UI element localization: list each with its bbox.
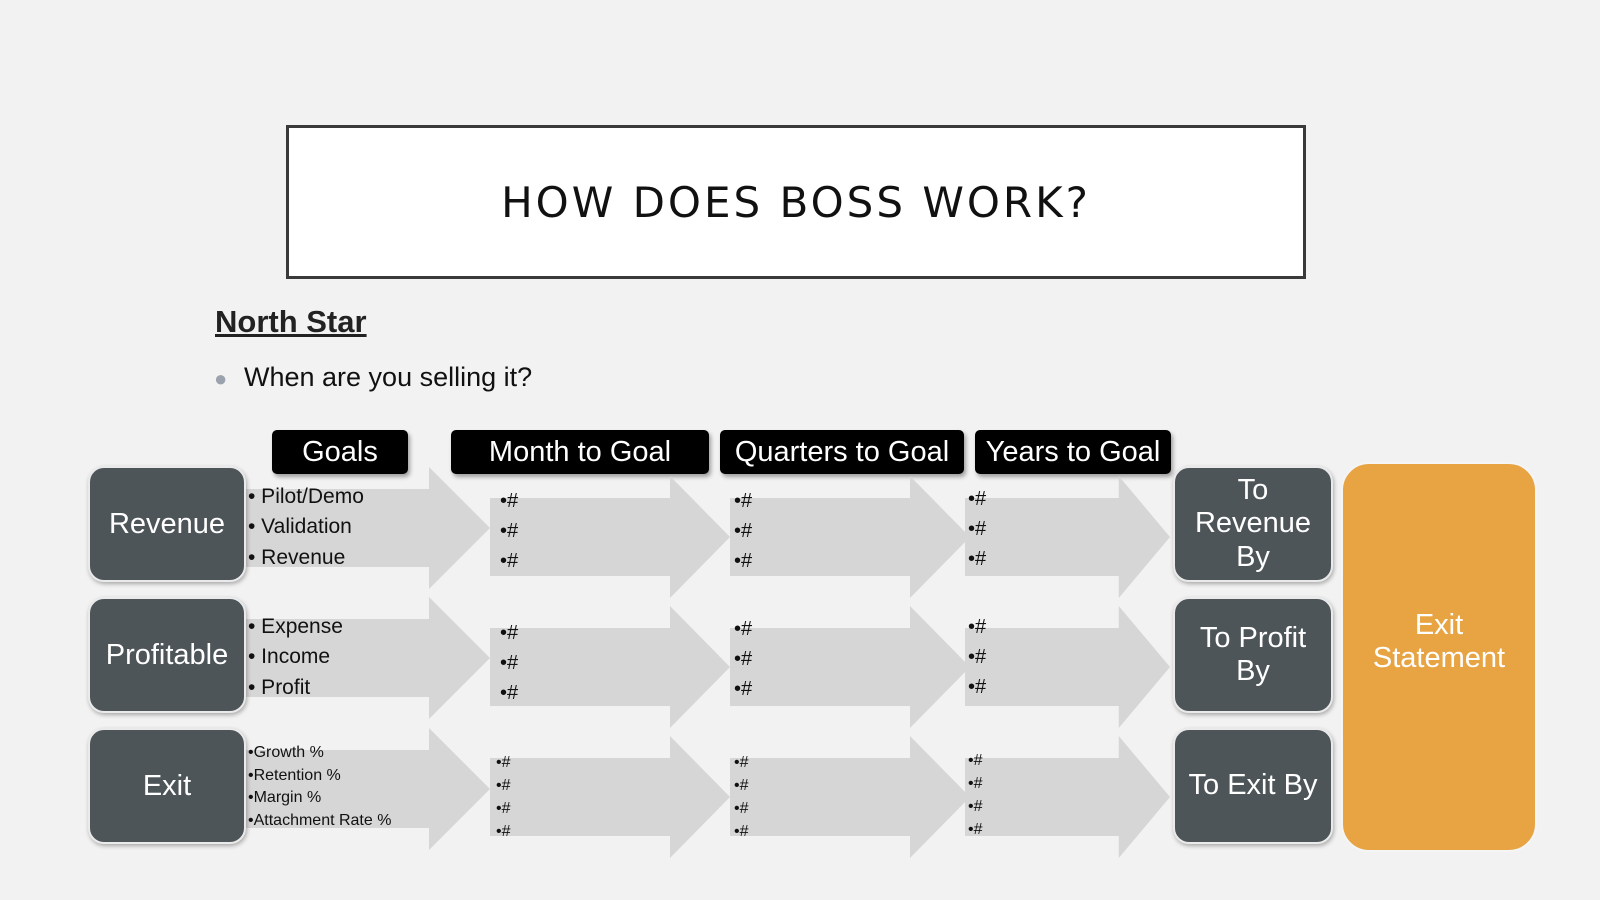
- row-label-revenue: Revenue: [88, 466, 246, 582]
- month-values-revenue: •# •# •#: [500, 490, 518, 580]
- placeholder-value: •#: [968, 646, 987, 668]
- goal-list-revenue: • Pilot/Demo • Validation • Revenue: [248, 482, 364, 573]
- row-label-profitable: Profitable: [88, 597, 246, 713]
- goal-item: • Income: [248, 645, 331, 669]
- year-values-exit: •# •# •# •#: [968, 752, 983, 844]
- placeholder-value: •#: [968, 676, 987, 698]
- placeholder-value: •#: [968, 548, 987, 570]
- month-values-profitable: •# •# •#: [500, 622, 518, 712]
- placeholder-value: •#: [500, 622, 519, 644]
- placeholder-value: •#: [500, 520, 519, 542]
- placeholder-value: •#: [968, 518, 987, 540]
- placeholder-value: •#: [734, 754, 749, 771]
- exit-statement-label: Exit Statement: [1372, 608, 1506, 674]
- end-label-exit: To Exit By: [1173, 728, 1333, 844]
- placeholder-value: •#: [500, 682, 519, 704]
- arrow-profitable-quarters: [730, 606, 970, 728]
- placeholder-value: •#: [968, 821, 983, 838]
- goal-item: •Attachment Rate %: [248, 812, 392, 830]
- placeholder-value: •#: [968, 798, 983, 815]
- header-quarters-to-goal: Quarters to Goal: [720, 430, 964, 474]
- placeholder-value: •#: [734, 520, 753, 542]
- month-values-exit: •# •# •# •#: [496, 754, 511, 846]
- arrow-profitable-month: [490, 606, 730, 728]
- end-label-profitable: To Profit By: [1173, 597, 1333, 713]
- goal-item: • Profit: [248, 675, 311, 699]
- placeholder-value: •#: [734, 618, 753, 640]
- arrow-revenue-years: [965, 476, 1170, 598]
- goal-item: • Revenue: [248, 545, 346, 569]
- goal-list-profitable: • Expense • Income • Profit: [248, 612, 343, 703]
- arrow-profitable-years: [965, 606, 1170, 728]
- slide-title: HOW DOES BOSS WORK?: [501, 177, 1091, 227]
- goal-item: •Retention %: [248, 766, 341, 784]
- quarter-values-exit: •# •# •# •#: [734, 754, 749, 846]
- placeholder-value: •#: [968, 752, 983, 769]
- placeholder-value: •#: [496, 800, 511, 817]
- goal-item: • Pilot/Demo: [248, 485, 364, 508]
- bullet-icon: ●: [214, 366, 228, 391]
- placeholder-value: •#: [496, 777, 511, 794]
- arrow-exit-years: [965, 736, 1170, 858]
- arrow-revenue-month: [490, 476, 730, 598]
- year-values-revenue: •# •# •#: [968, 488, 986, 578]
- placeholder-value: •#: [734, 490, 753, 512]
- quarter-values-revenue: •# •# •#: [734, 490, 752, 580]
- placeholder-value: •#: [734, 823, 749, 840]
- placeholder-value: •#: [500, 550, 519, 572]
- exit-statement-box: Exit Statement: [1341, 462, 1537, 852]
- goal-item: • Expense: [248, 615, 343, 638]
- bullet-text: When are you selling it?: [244, 362, 533, 392]
- placeholder-value: •#: [968, 775, 983, 792]
- goal-item: • Validation: [248, 515, 352, 539]
- placeholder-value: •#: [500, 490, 519, 512]
- header-years-to-goal: Years to Goal: [975, 430, 1171, 474]
- placeholder-value: •#: [496, 754, 511, 771]
- placeholder-value: •#: [968, 488, 987, 510]
- placeholder-value: •#: [968, 616, 987, 638]
- goal-item: •Growth %: [248, 744, 324, 761]
- placeholder-value: •#: [734, 550, 753, 572]
- quarter-values-profitable: •# •# •#: [734, 618, 752, 708]
- placeholder-value: •#: [496, 823, 511, 840]
- placeholder-value: •#: [500, 652, 519, 674]
- placeholder-value: •#: [734, 678, 753, 700]
- arrow-exit-month: [490, 736, 730, 858]
- goal-list-exit: •Growth % •Retention % •Margin % •Attach…: [248, 742, 391, 833]
- slide-title-box: HOW DOES BOSS WORK?: [286, 125, 1306, 279]
- placeholder-value: •#: [734, 777, 749, 794]
- header-goals: Goals: [272, 430, 408, 474]
- end-label-revenue: To Revenue By: [1173, 466, 1333, 582]
- year-values-profitable: •# •# •#: [968, 616, 986, 706]
- header-month-to-goal: Month to Goal: [451, 430, 709, 474]
- section-heading: North Star: [215, 304, 367, 339]
- placeholder-value: •#: [734, 800, 749, 817]
- arrow-exit-quarters: [730, 736, 970, 858]
- row-label-exit: Exit: [88, 728, 246, 844]
- placeholder-value: •#: [734, 648, 753, 670]
- goal-item: •Margin %: [248, 789, 322, 807]
- arrow-revenue-quarters: [730, 476, 970, 598]
